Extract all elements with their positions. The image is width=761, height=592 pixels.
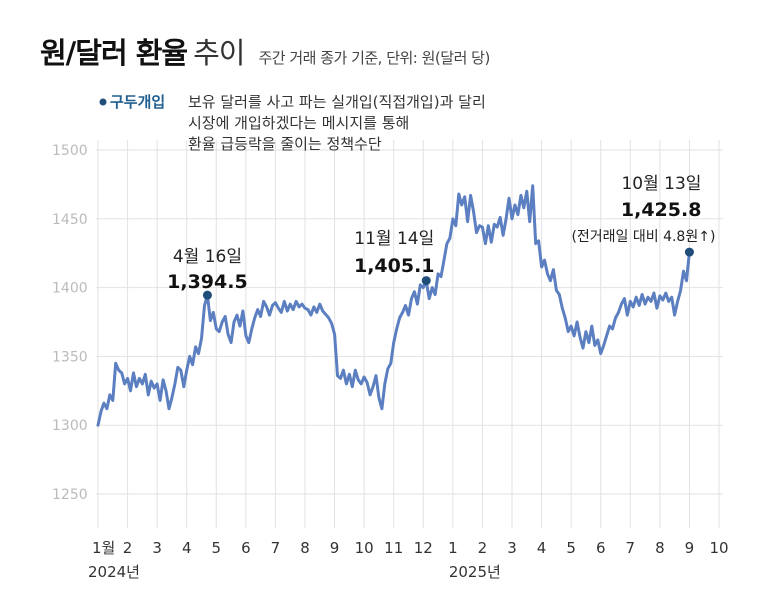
x-tick-label: 11 (384, 539, 403, 557)
annotation-value: 1,425.8 (621, 199, 702, 221)
x-tick-label: 1월 (92, 539, 115, 557)
annotation-value: 1,394.5 (167, 271, 248, 293)
x-tick-label: 3 (152, 539, 162, 557)
y-tick-label: 1300 (52, 418, 88, 434)
series-line (96, 184, 691, 427)
x-tick-label: 7 (626, 539, 636, 557)
legend-description: 환율 급등락을 줄이는 정책수단 (188, 135, 382, 153)
data-point-marker (421, 276, 431, 286)
title-light: 추이 (193, 36, 245, 70)
annotation-note: (전거래일 대비 4.8원↑) (571, 229, 715, 245)
x-tick-label: 4 (182, 539, 192, 557)
data-point-marker (684, 247, 694, 257)
x-tick-label: 10 (355, 539, 374, 557)
x-tick-label: 10 (709, 539, 728, 557)
annotation-value: 1,405.1 (354, 255, 435, 277)
annotation-date: 4월 16일 (173, 247, 242, 267)
x-tick-label: 12 (414, 539, 433, 557)
title-bold: 원/달러 환율 (40, 36, 188, 70)
annotation-date: 11월 14일 (354, 229, 434, 249)
x-tick-label: 9 (685, 539, 695, 557)
y-tick-label: 1250 (52, 487, 88, 503)
x-tick-label: 5 (566, 539, 576, 557)
y-tick-label: 1500 (52, 143, 88, 159)
chart-title: 원/달러 환율 추이 주간 거래 종가 기준, 단위: 원(달러 당) (40, 30, 490, 72)
chart-subtitle: 주간 거래 종가 기준, 단위: 원(달러 당) (258, 49, 490, 67)
x-tick-label: 8 (655, 539, 665, 557)
annotation-date: 10월 13일 (621, 174, 701, 194)
x-tick-label: 9 (330, 539, 340, 557)
legend-description: 보유 달러를 사고 파는 실개입(직접개입)과 달리 (188, 93, 486, 111)
legend-marker (99, 98, 107, 106)
x-tick-label: 6 (241, 539, 251, 557)
x-tick-label: 8 (300, 539, 310, 557)
x-tick-label: 2 (123, 539, 133, 557)
x-tick-label: 1 (448, 539, 458, 557)
data-point-marker (202, 290, 212, 300)
y-tick-label: 1400 (52, 281, 88, 297)
x-tick-label: 7 (271, 539, 281, 557)
year-label-2025: 2025년 (449, 563, 501, 581)
year-label-2024: 2024년 (88, 563, 140, 581)
legend-key: 구두개입 (110, 93, 165, 111)
x-tick-label: 5 (212, 539, 222, 557)
legend-description: 시장에 개입하겠다는 메시지를 통해 (188, 114, 409, 132)
y-tick-label: 1350 (52, 349, 88, 365)
x-tick-label: 6 (596, 539, 606, 557)
x-tick-label: 3 (507, 539, 517, 557)
x-tick-label: 2 (478, 539, 488, 557)
x-tick-label: 4 (537, 539, 547, 557)
y-tick-label: 1450 (52, 212, 88, 228)
